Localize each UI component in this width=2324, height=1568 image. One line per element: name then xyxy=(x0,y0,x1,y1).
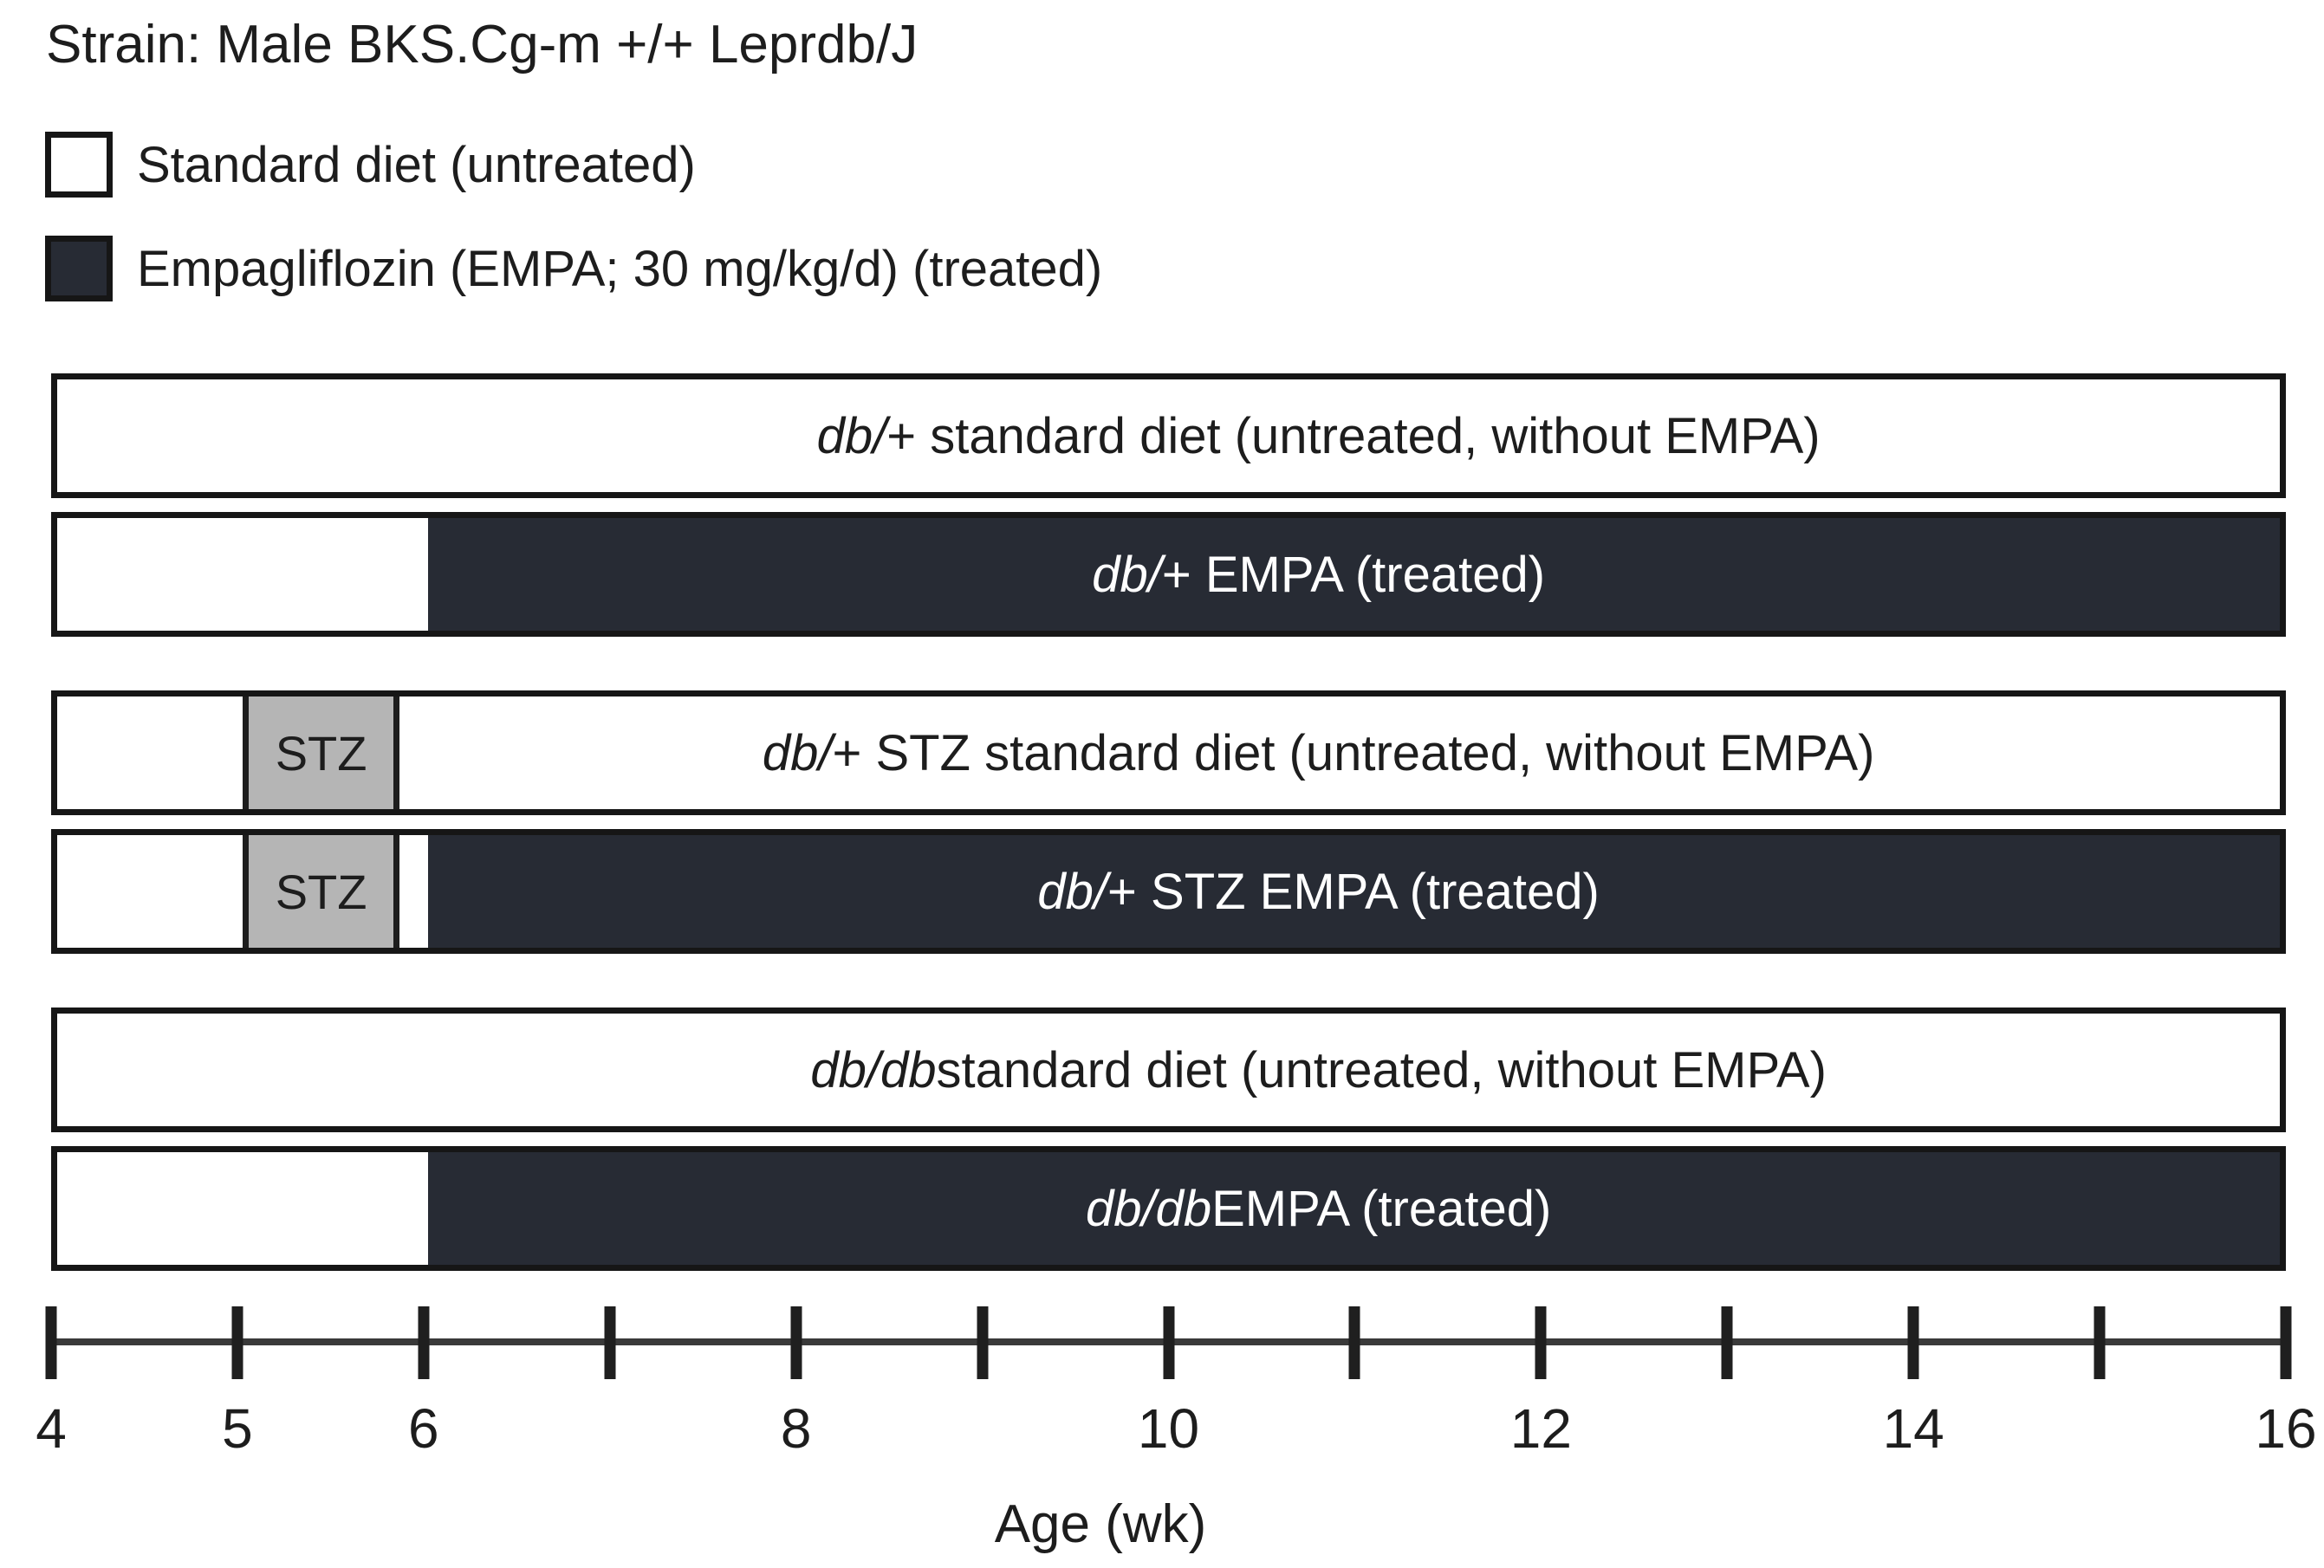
axis-tick-label: 5 xyxy=(222,1397,253,1460)
bar-label: db/db EMPA (treated) xyxy=(1085,1180,1552,1237)
legend-label-untreated: Standard diet (untreated) xyxy=(137,136,696,193)
legend-item-treated: Empagliflozin (EMPA; 30 mg/kg/d) (treate… xyxy=(45,236,1102,301)
axis-tick xyxy=(418,1306,430,1379)
bar-label: db/+ STZ standard diet (untreated, witho… xyxy=(762,724,1875,781)
bar-segment-untreated xyxy=(399,697,2280,809)
axis-tick xyxy=(1721,1306,1733,1379)
bar-label: db/+ STZ EMPA (treated) xyxy=(1037,863,1600,920)
axis-tick xyxy=(790,1306,802,1379)
bar-segment-treated xyxy=(427,835,2280,948)
axis-tick-label: 10 xyxy=(1137,1397,1200,1460)
axis-tick xyxy=(2280,1306,2292,1379)
timeline-bar: STZ db/+ STZ standard diet (untreated, wi… xyxy=(51,690,2286,815)
axis-tick-label: 12 xyxy=(1509,1397,1572,1460)
axis-tick-label: 16 xyxy=(2255,1397,2317,1460)
strain-title: Strain: Male BKS.Cg-m +/+ Leprdb/J xyxy=(46,15,919,75)
bar-segment-untreated xyxy=(57,1152,428,1265)
bar-segment-untreated xyxy=(399,835,428,948)
axis-tick xyxy=(231,1306,243,1379)
axis-tick xyxy=(1348,1306,1360,1379)
timeline-plot: db/+ standard diet (untreated, without E… xyxy=(36,0,2317,1568)
bar-label: db/+ EMPA (treated) xyxy=(1092,546,1546,603)
bar-label: db/+ standard diet (untreated, without E… xyxy=(816,407,1821,464)
bar-segment-untreated xyxy=(57,835,243,948)
legend-swatch-treated xyxy=(45,236,113,301)
bar-segment-stz: STZ xyxy=(242,835,400,948)
axis-title: Age (wk) xyxy=(994,1494,1207,1554)
timeline-bar: db/db EMPA (treated) xyxy=(51,1146,2286,1271)
stz-label: STZ xyxy=(275,725,367,781)
timeline-bar: db/+ standard diet (untreated, without E… xyxy=(51,373,2286,498)
legend-swatch-untreated xyxy=(45,132,113,198)
axis-tick-label: 8 xyxy=(780,1397,812,1460)
axis-tick-label: 6 xyxy=(408,1397,439,1460)
bar-segment-untreated xyxy=(57,1014,2280,1126)
bar-segment-treated xyxy=(427,1152,2280,1265)
bar-segment-untreated xyxy=(57,697,243,809)
bar-segment-untreated xyxy=(57,379,2280,492)
axis-tick xyxy=(1535,1306,1547,1379)
axis-tick xyxy=(977,1306,989,1379)
bar-label: db/db standard diet (untreated, without … xyxy=(810,1041,1827,1098)
axis-tick xyxy=(45,1306,57,1379)
timeline-bar: db/db standard diet (untreated, without … xyxy=(51,1008,2286,1132)
timeline-bar: db/+ EMPA (treated) xyxy=(51,512,2286,637)
axis-tick xyxy=(2094,1306,2106,1379)
axis-tick xyxy=(604,1306,616,1379)
legend-label-treated: Empagliflozin (EMPA; 30 mg/kg/d) (treate… xyxy=(137,240,1103,297)
stz-label: STZ xyxy=(275,864,367,919)
axis-tick-label: 4 xyxy=(36,1397,67,1460)
bar-segment-treated xyxy=(427,518,2280,631)
axis-tick xyxy=(1907,1306,1919,1379)
timeline-bar: STZ db/+ STZ EMPA (treated) xyxy=(51,829,2286,954)
legend-item-untreated: Standard diet (untreated) xyxy=(45,132,696,198)
axis-tick xyxy=(1163,1306,1174,1379)
bar-segment-untreated xyxy=(57,518,428,631)
axis-tick-label: 14 xyxy=(1882,1397,1944,1460)
bar-segment-stz: STZ xyxy=(242,697,400,809)
